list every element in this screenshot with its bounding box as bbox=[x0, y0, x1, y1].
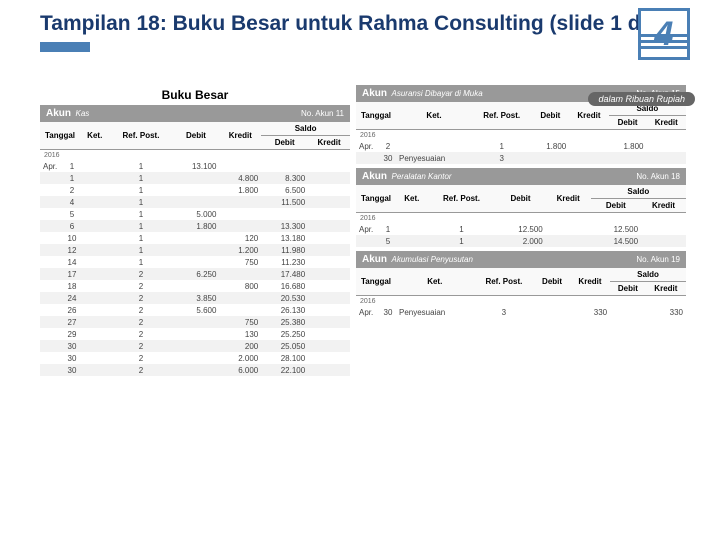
table-akumulasi: TanggalKet.Ref. Post.DebitKreditSaldoDeb… bbox=[356, 268, 686, 318]
page-title: Tampilan 18: Buku Besar untuk Rahma Cons… bbox=[40, 10, 700, 37]
table-row: Apr.1112.50012.500 bbox=[356, 223, 686, 235]
table-row: Apr.30Penyesuaian3330330 bbox=[356, 306, 686, 318]
table-row: Apr.1113.100 bbox=[40, 160, 350, 172]
table-row: Apr.211.8001.800 bbox=[356, 140, 686, 152]
table-row: 30220025.050 bbox=[40, 340, 350, 352]
table-row: 27275025.380 bbox=[40, 316, 350, 328]
logo-number: 4 bbox=[641, 11, 687, 57]
table-row: 30Penyesuaian3 bbox=[356, 152, 686, 164]
account-header-akumulasi: Akun Akumulasi Penyusutan No. Akun 19 bbox=[356, 251, 686, 268]
section-header: Buku Besar bbox=[40, 85, 350, 105]
account-header-kas: Akun Kas No. Akun 11 bbox=[40, 105, 350, 122]
table-peralatan: TanggalKet.Ref. Post.DebitKreditSaldoDeb… bbox=[356, 185, 686, 247]
table-asuransi: TanggalKet.Ref. Post.DebitKreditSaldoDeb… bbox=[356, 102, 686, 164]
table-row: 2625.60026.130 bbox=[40, 304, 350, 316]
table-row: 1726.25017.480 bbox=[40, 268, 350, 280]
table-row: 18280016.680 bbox=[40, 280, 350, 292]
table-row: 1211.20011.980 bbox=[40, 244, 350, 256]
table-kas: TanggalKet.Ref. Post.DebitKreditSaldoDeb… bbox=[40, 122, 350, 376]
account-akumulasi: Akun Akumulasi Penyusutan No. Akun 19 Ta… bbox=[356, 251, 686, 318]
account-peralatan: Akun Peralatan Kantor No. Akun 18 Tangga… bbox=[356, 168, 686, 247]
table-row: 515.000 bbox=[40, 208, 350, 220]
table-row: 114.8008.300 bbox=[40, 172, 350, 184]
account-kas: Akun Kas No. Akun 11 TanggalKet.Ref. Pos… bbox=[40, 105, 350, 376]
table-row: 512.00014.500 bbox=[356, 235, 686, 247]
chapter-logo: 4 bbox=[638, 8, 690, 60]
table-row: 2423.85020.530 bbox=[40, 292, 350, 304]
table-row: 211.8006.500 bbox=[40, 184, 350, 196]
table-row: 10112013.180 bbox=[40, 232, 350, 244]
table-row: 611.80013.300 bbox=[40, 220, 350, 232]
account-header-peralatan: Akun Peralatan Kantor No. Akun 18 bbox=[356, 168, 686, 185]
table-row: 4111.500 bbox=[40, 196, 350, 208]
table-row: 3022.00028.100 bbox=[40, 352, 350, 364]
table-row: 29213025.250 bbox=[40, 328, 350, 340]
accent-bar bbox=[40, 42, 90, 52]
title-bar: Tampilan 18: Buku Besar untuk Rahma Cons… bbox=[0, 0, 720, 57]
table-row: 14175011.230 bbox=[40, 256, 350, 268]
currency-note: dalam Ribuan Rupiah bbox=[588, 92, 695, 106]
table-row: 3026.00022.100 bbox=[40, 364, 350, 376]
